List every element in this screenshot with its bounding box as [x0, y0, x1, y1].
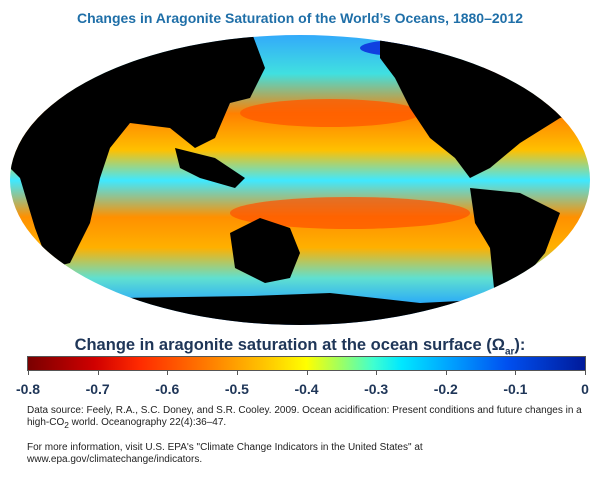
- colorbar-tick-mark: [585, 370, 586, 375]
- colorbar-tick-label: -0.8: [15, 381, 41, 397]
- colorbar: [27, 356, 586, 371]
- southeast-asia-islands: [175, 148, 245, 188]
- colorbar-tick-label: -0.3: [364, 381, 389, 397]
- colorbar-tick-mark: [445, 370, 447, 375]
- colorbar-title-sub: ar: [504, 346, 515, 358]
- colorbar-tick-label: -0.1: [503, 381, 528, 397]
- source-text-end: world. Oceanography 22(4):36–47.: [68, 417, 227, 428]
- ocean-map: [10, 35, 590, 325]
- more-info: For more information, visit U.S. EPA's "…: [27, 442, 587, 466]
- warm-band-south-pacific: [230, 197, 470, 229]
- colorbar-tick-mark: [167, 370, 169, 375]
- colorbar-tick-label: -0.4: [294, 381, 319, 397]
- australia: [230, 218, 300, 283]
- colorbar-tick-mark: [28, 370, 29, 375]
- colorbar-title: Change in aragonite saturation at the oc…: [0, 336, 600, 357]
- colorbar-tick-label: -0.5: [224, 381, 249, 397]
- colorbar-tick-mark: [376, 370, 378, 375]
- source-text: Data source: Feely, R.A., S.C. Doney, an…: [27, 405, 582, 428]
- colorbar-tick-label: -0.2: [433, 381, 458, 397]
- source-sub: 2: [64, 420, 69, 430]
- colorbar-tick-label: -0.7: [85, 381, 110, 397]
- colorbar-tick-mark: [515, 370, 517, 375]
- colorbar-tick-mark: [306, 370, 308, 375]
- colorbar-title-text: Change in aragonite saturation at the oc…: [74, 336, 505, 354]
- more-info-url[interactable]: www.epa.gov/climatechange/indicators.: [27, 454, 203, 465]
- colorbar-tick-label: -0.6: [155, 381, 180, 397]
- warm-band-north-pacific: [240, 99, 420, 127]
- data-source: Data source: Feely, R.A., S.C. Doney, an…: [27, 405, 587, 431]
- south-america: [470, 188, 560, 318]
- colorbar-tick-mark: [236, 370, 238, 375]
- chart-title: Changes in Aragonite Saturation of the W…: [76, 10, 524, 26]
- more-info-line1: For more information, visit U.S. EPA's "…: [27, 442, 423, 453]
- colorbar-tick-label: 0: [581, 381, 589, 397]
- antarctica: [10, 293, 590, 325]
- colorbar-title-end: ):: [514, 336, 526, 354]
- colorbar-tick-mark: [97, 370, 99, 375]
